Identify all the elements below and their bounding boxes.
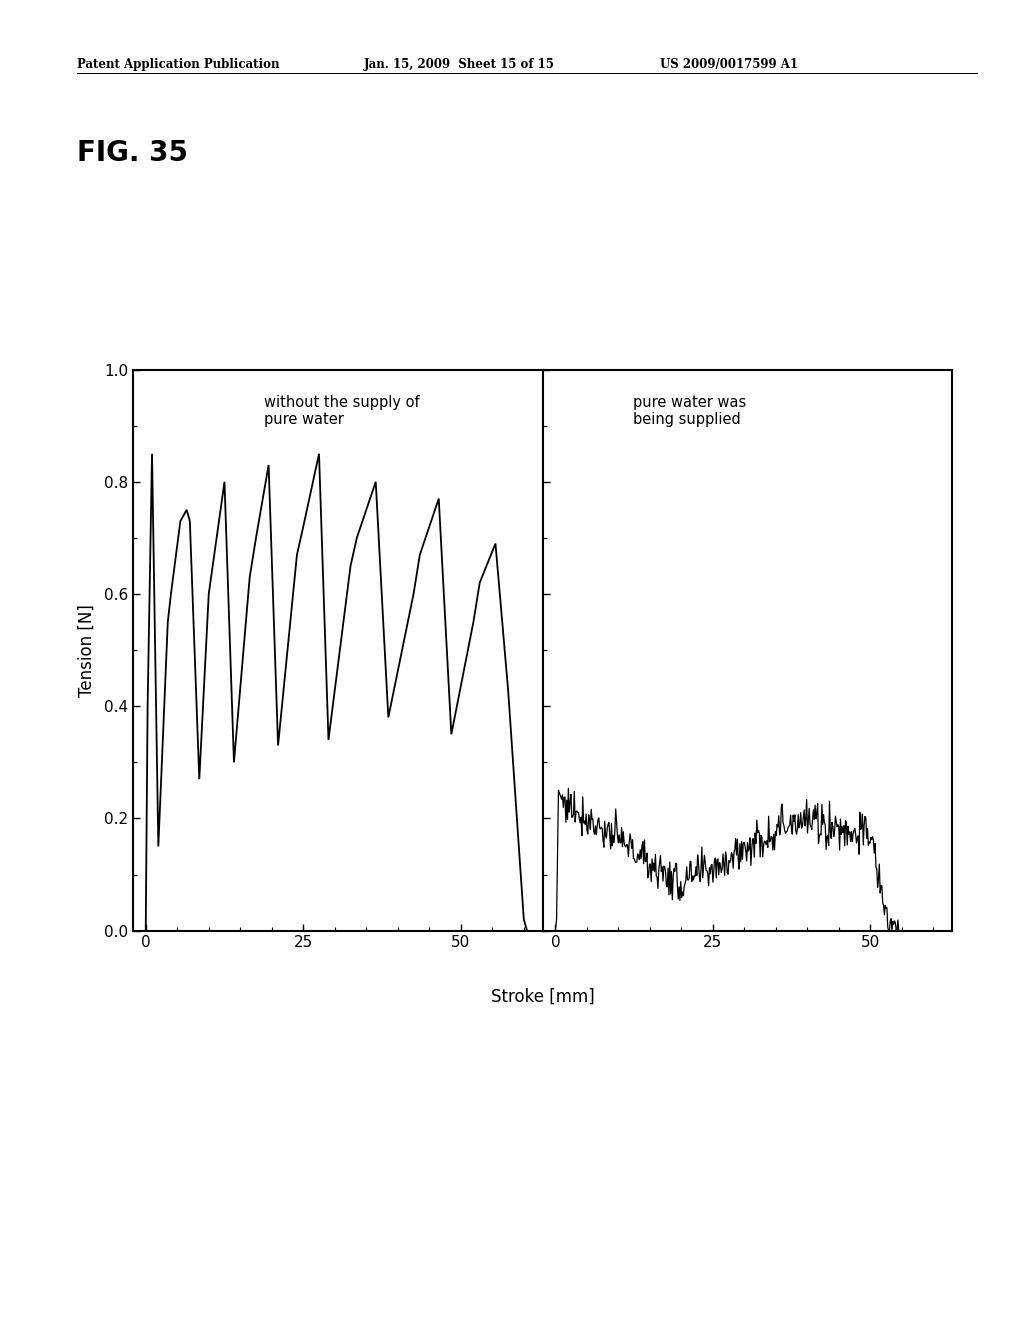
Y-axis label: Tension [N]: Tension [N] [78,603,95,697]
Text: FIG. 35: FIG. 35 [77,139,187,166]
Text: Stroke [mm]: Stroke [mm] [490,987,595,1006]
Text: without the supply of
pure water: without the supply of pure water [264,395,420,428]
Text: Patent Application Publication: Patent Application Publication [77,58,280,71]
Text: Jan. 15, 2009  Sheet 15 of 15: Jan. 15, 2009 Sheet 15 of 15 [364,58,554,71]
Text: pure water was
being supplied: pure water was being supplied [633,395,746,428]
Text: US 2009/0017599 A1: US 2009/0017599 A1 [660,58,799,71]
